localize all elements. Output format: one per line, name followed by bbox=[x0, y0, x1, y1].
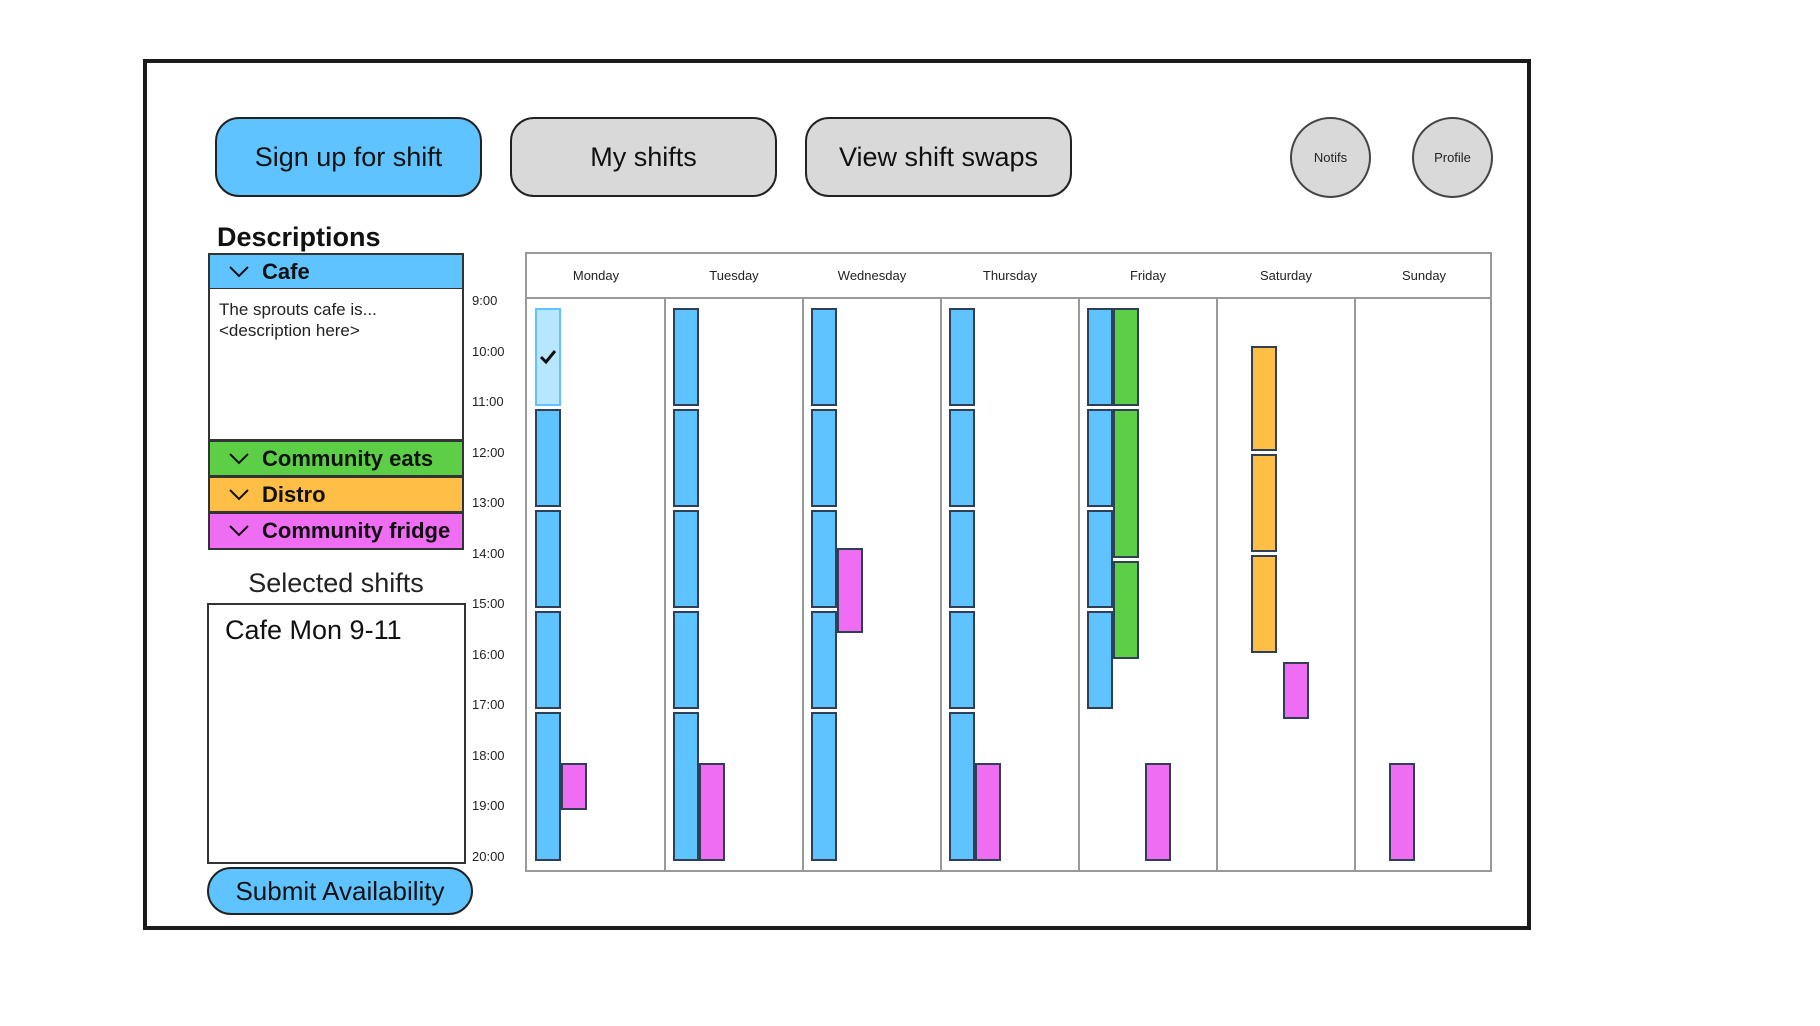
shift-block-cafe[interactable] bbox=[949, 510, 975, 608]
shift-block-cafe[interactable] bbox=[1087, 409, 1113, 507]
shift-block-community-fridge[interactable] bbox=[1145, 762, 1171, 861]
shift-block-cafe[interactable] bbox=[535, 409, 561, 507]
accordion-community-eats[interactable]: Community eats bbox=[208, 440, 464, 477]
selected-shift-item[interactable]: Cafe Mon 9-11 bbox=[225, 615, 402, 645]
shift-block-community-eats[interactable] bbox=[1113, 560, 1139, 659]
shift-block-cafe[interactable] bbox=[1087, 308, 1113, 406]
shift-block-community-fridge[interactable] bbox=[699, 762, 725, 861]
shift-block-cafe[interactable] bbox=[811, 510, 837, 608]
view-shift-swaps-button[interactable]: View shift swaps bbox=[805, 117, 1072, 197]
day-header-tuesday: Tuesday bbox=[709, 268, 759, 283]
shift-block-cafe[interactable] bbox=[673, 510, 699, 608]
sign-up-for-shift-button[interactable]: Sign up for shift bbox=[215, 117, 482, 197]
day-header-saturday: Saturday bbox=[1259, 268, 1313, 283]
shift-block-cafe[interactable] bbox=[811, 712, 837, 861]
time-label: 9:00 bbox=[472, 293, 498, 308]
shift-block-community-fridge[interactable] bbox=[837, 547, 863, 634]
time-label: 18:00 bbox=[472, 747, 505, 763]
shift-block-cafe[interactable] bbox=[811, 409, 837, 507]
selected-shifts-list: Cafe Mon 9-11 bbox=[207, 603, 466, 864]
shift-block-cafe[interactable] bbox=[949, 712, 975, 861]
shift-block-community-fridge[interactable] bbox=[1283, 661, 1309, 720]
shift-block-cafe[interactable] bbox=[673, 712, 699, 861]
day-divider bbox=[1216, 299, 1218, 870]
weekly-schedule-grid: Monday Tuesday Wednesday Thursday Friday Satu… bbox=[525, 252, 1492, 872]
day-header-sunday: Sunday bbox=[1401, 268, 1447, 283]
shift-block-cafe[interactable] bbox=[673, 308, 699, 406]
shift-block-community-fridge[interactable] bbox=[561, 762, 587, 810]
accordion-label: Cafe bbox=[262, 258, 310, 284]
accordion-label: Community fridge bbox=[262, 518, 451, 543]
shift-block-cafe[interactable] bbox=[673, 611, 699, 709]
day-header-monday: Monday bbox=[572, 268, 620, 283]
time-label: 16:00 bbox=[472, 646, 505, 662]
day-header-wednesday: Wednesday bbox=[837, 268, 907, 283]
shift-block-cafe-selected[interactable] bbox=[535, 308, 561, 406]
shift-block-cafe[interactable] bbox=[535, 510, 561, 608]
accordion-label: Distro bbox=[262, 481, 326, 507]
accordion-label: Community eats bbox=[262, 445, 434, 471]
cafe-description: The sprouts cafe is... <description here… bbox=[208, 289, 464, 441]
day-divider bbox=[940, 299, 942, 870]
time-label: 14:00 bbox=[472, 545, 505, 561]
my-shifts-button[interactable]: My shifts bbox=[510, 117, 777, 197]
time-label: 12:00 bbox=[472, 444, 505, 460]
checkmark-icon bbox=[539, 350, 557, 365]
shift-block-cafe[interactable] bbox=[673, 409, 699, 507]
profile-button[interactable]: Profile bbox=[1412, 117, 1493, 198]
accordion-cafe[interactable]: Cafe bbox=[208, 253, 464, 290]
shift-block-community-fridge[interactable] bbox=[975, 762, 1001, 861]
chevron-down-icon bbox=[229, 452, 249, 464]
shift-block-cafe[interactable] bbox=[535, 712, 561, 861]
day-header-friday: Friday bbox=[1129, 268, 1167, 283]
shift-block-cafe[interactable] bbox=[949, 611, 975, 709]
time-label: 20:00 bbox=[472, 848, 505, 864]
shift-block-community-eats[interactable] bbox=[1113, 308, 1139, 406]
shift-block-cafe[interactable] bbox=[811, 308, 837, 406]
day-divider bbox=[1078, 299, 1080, 870]
shift-block-cafe[interactable] bbox=[1087, 510, 1113, 608]
selected-shifts-heading: Selected shifts bbox=[248, 568, 424, 598]
shift-block-cafe[interactable] bbox=[949, 308, 975, 406]
accordion-community-fridge[interactable]: Community fridge bbox=[208, 512, 464, 550]
accordion-distro[interactable]: Distro bbox=[208, 476, 464, 513]
shift-block-cafe[interactable] bbox=[1087, 611, 1113, 709]
time-label: 11:00 bbox=[472, 394, 504, 409]
shift-block-community-eats[interactable] bbox=[1113, 409, 1139, 558]
time-label: 19:00 bbox=[472, 798, 505, 813]
chevron-down-icon bbox=[229, 525, 249, 537]
time-label: 15:00 bbox=[472, 596, 505, 611]
shift-block-distro[interactable] bbox=[1251, 345, 1277, 452]
day-header-thursday: Thursday bbox=[982, 268, 1038, 283]
time-label: 10:00 bbox=[472, 343, 505, 359]
day-divider bbox=[1354, 299, 1356, 870]
chevron-down-icon bbox=[229, 488, 249, 500]
day-divider bbox=[802, 299, 804, 870]
submit-availability-button[interactable]: Submit Availability bbox=[207, 867, 473, 915]
descriptions-heading: Descriptions bbox=[217, 222, 381, 252]
day-divider bbox=[664, 299, 666, 870]
chevron-down-icon bbox=[229, 265, 249, 277]
shift-block-cafe[interactable] bbox=[811, 611, 837, 709]
shift-block-community-fridge[interactable] bbox=[1389, 762, 1415, 861]
time-label: 17:00 bbox=[472, 697, 505, 712]
shift-block-cafe[interactable] bbox=[535, 611, 561, 709]
shift-block-cafe[interactable] bbox=[949, 409, 975, 507]
shift-block-distro[interactable] bbox=[1251, 454, 1277, 553]
notifs-button[interactable]: Notifs bbox=[1290, 117, 1371, 198]
description-line: The sprouts cafe is... bbox=[219, 300, 377, 319]
description-line: <description here> bbox=[219, 321, 360, 340]
time-label: 13:00 bbox=[472, 495, 505, 510]
header-divider bbox=[527, 297, 1490, 299]
shift-block-distro[interactable] bbox=[1251, 555, 1277, 654]
